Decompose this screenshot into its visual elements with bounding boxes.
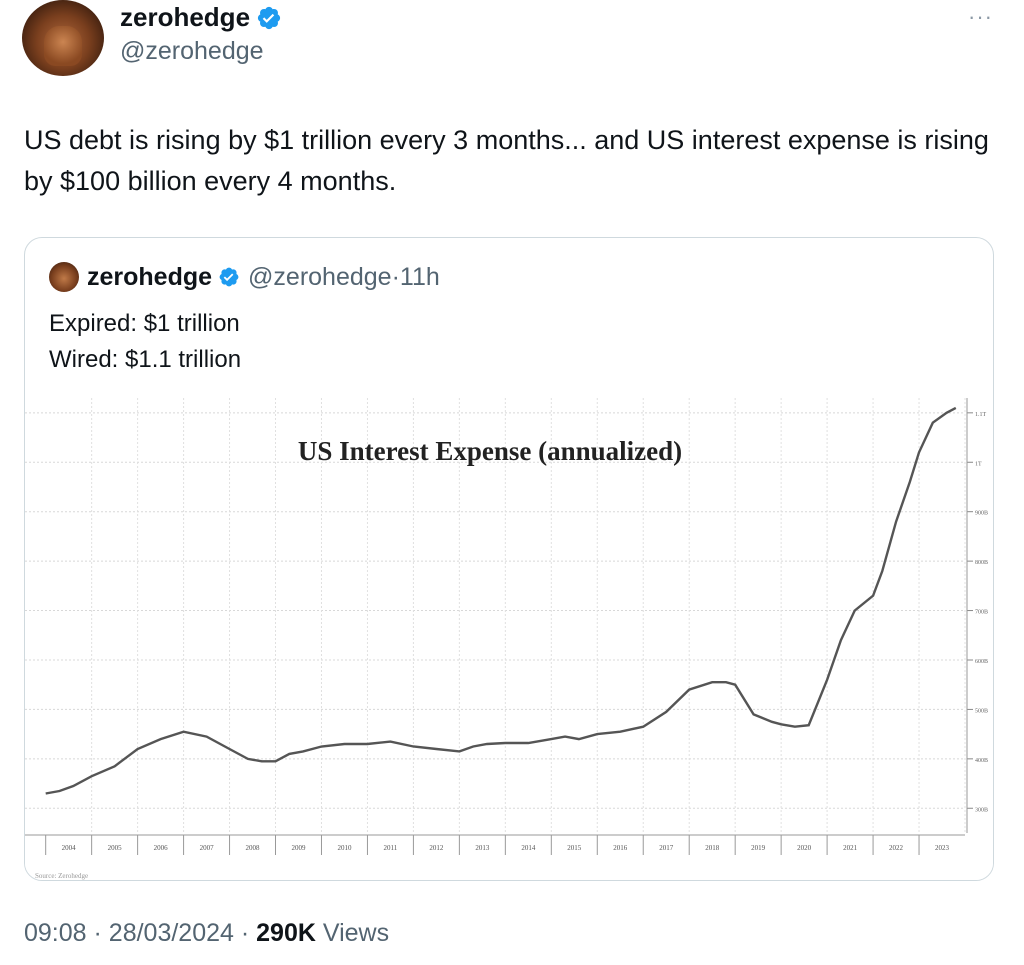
author-avatar[interactable]: [22, 0, 104, 76]
x-tick-label: 2010: [337, 844, 352, 852]
author-name-row[interactable]: zerohedge: [120, 2, 282, 33]
footer-separator: ·: [240, 919, 250, 947]
author-handle[interactable]: @zerohedge: [120, 37, 264, 65]
author-name[interactable]: zerohedge: [120, 2, 251, 32]
tweet-time[interactable]: 09:08: [24, 919, 87, 947]
quoted-time[interactable]: 11h: [399, 262, 440, 291]
quoted-text: Expired: $1 trillion Wired: $1.1 trillio…: [49, 306, 241, 378]
x-tick-label: 2016: [613, 844, 628, 852]
x-tick-label: 2021: [843, 844, 858, 852]
quoted-line: Expired: $1 trillion: [49, 310, 240, 337]
y-tick-label: 800B: [975, 560, 988, 566]
x-tick-label: 2022: [889, 844, 904, 852]
tweet-footer: 09:08 · 28/03/2024 · 290K Views: [24, 919, 389, 948]
x-tick-label: 2004: [62, 844, 77, 852]
y-tick-label: 900B: [975, 511, 988, 517]
y-tick-label: 500B: [975, 708, 988, 714]
x-tick-label: 2009: [291, 844, 306, 852]
y-tick-label: 600B: [975, 659, 988, 665]
y-tick-label: 700B: [975, 610, 988, 616]
x-tick-label: 2014: [521, 844, 536, 852]
quoted-header: zerohedge @zerohedge · 11h: [49, 262, 440, 292]
x-tick-label: 2012: [429, 844, 444, 852]
x-tick-label: 2011: [384, 844, 398, 852]
footer-separator: ·: [93, 919, 102, 947]
tweet-text: US debt is rising by $1 trillion every 3…: [24, 125, 989, 196]
quoted-author-name[interactable]: zerohedge: [87, 262, 213, 291]
quoted-separator: ·: [391, 262, 400, 291]
interest-expense-chart: US Interest Expense (annualized) 300B 400…: [25, 398, 988, 880]
x-tick-labels: 2004 2005 2006 2007 2008 2009 2010 2011 2012 2013…: [62, 844, 950, 852]
more-options-icon[interactable]: ···: [968, 4, 993, 29]
chart-title: US Interest Expense (annualized): [298, 436, 682, 466]
x-tick-label: 2020: [797, 844, 812, 852]
source-note: Source: Zerohedge: [35, 872, 88, 880]
quoted-avatar[interactable]: [49, 262, 79, 292]
chart-image[interactable]: US Interest Expense (annualized) 300B 400…: [25, 388, 993, 880]
x-tick-label: 2017: [659, 844, 674, 852]
x-tick-label: 2023: [935, 844, 950, 852]
verified-badge-icon: [219, 267, 239, 287]
tweet-date[interactable]: 28/03/2024: [108, 919, 234, 947]
y-tick-label: 300B: [975, 807, 988, 813]
x-tick-label: 2007: [200, 844, 215, 852]
x-tick-label: 2008: [246, 844, 261, 852]
chart-grid: [25, 398, 973, 855]
x-tick-label: 2006: [154, 844, 169, 852]
y-tick-label: 400B: [975, 758, 988, 764]
y-tick-labels: 300B 400B 500B 600B 700B 800B 900B 1T 1.1T: [975, 412, 988, 813]
y-tick-label: 1T: [975, 461, 982, 467]
x-tick-label: 2013: [475, 844, 490, 852]
x-tick-label: 2005: [108, 844, 123, 852]
x-tick-label: 2018: [705, 844, 720, 852]
y-tick-label: 1.1T: [975, 412, 987, 418]
series-line: [45, 406, 957, 795]
views-label: Views: [322, 919, 390, 947]
quoted-author-handle[interactable]: @zerohedge: [248, 262, 392, 291]
x-tick-label: 2019: [751, 844, 766, 852]
views-count: 290K: [256, 919, 316, 947]
quoted-tweet[interactable]: zerohedge @zerohedge · 11h Expired: $1 t…: [24, 237, 994, 881]
x-tick-label: 2015: [567, 844, 582, 852]
verified-badge-icon: [257, 6, 281, 29]
quoted-line: Wired: $1.1 trillion: [49, 346, 242, 373]
